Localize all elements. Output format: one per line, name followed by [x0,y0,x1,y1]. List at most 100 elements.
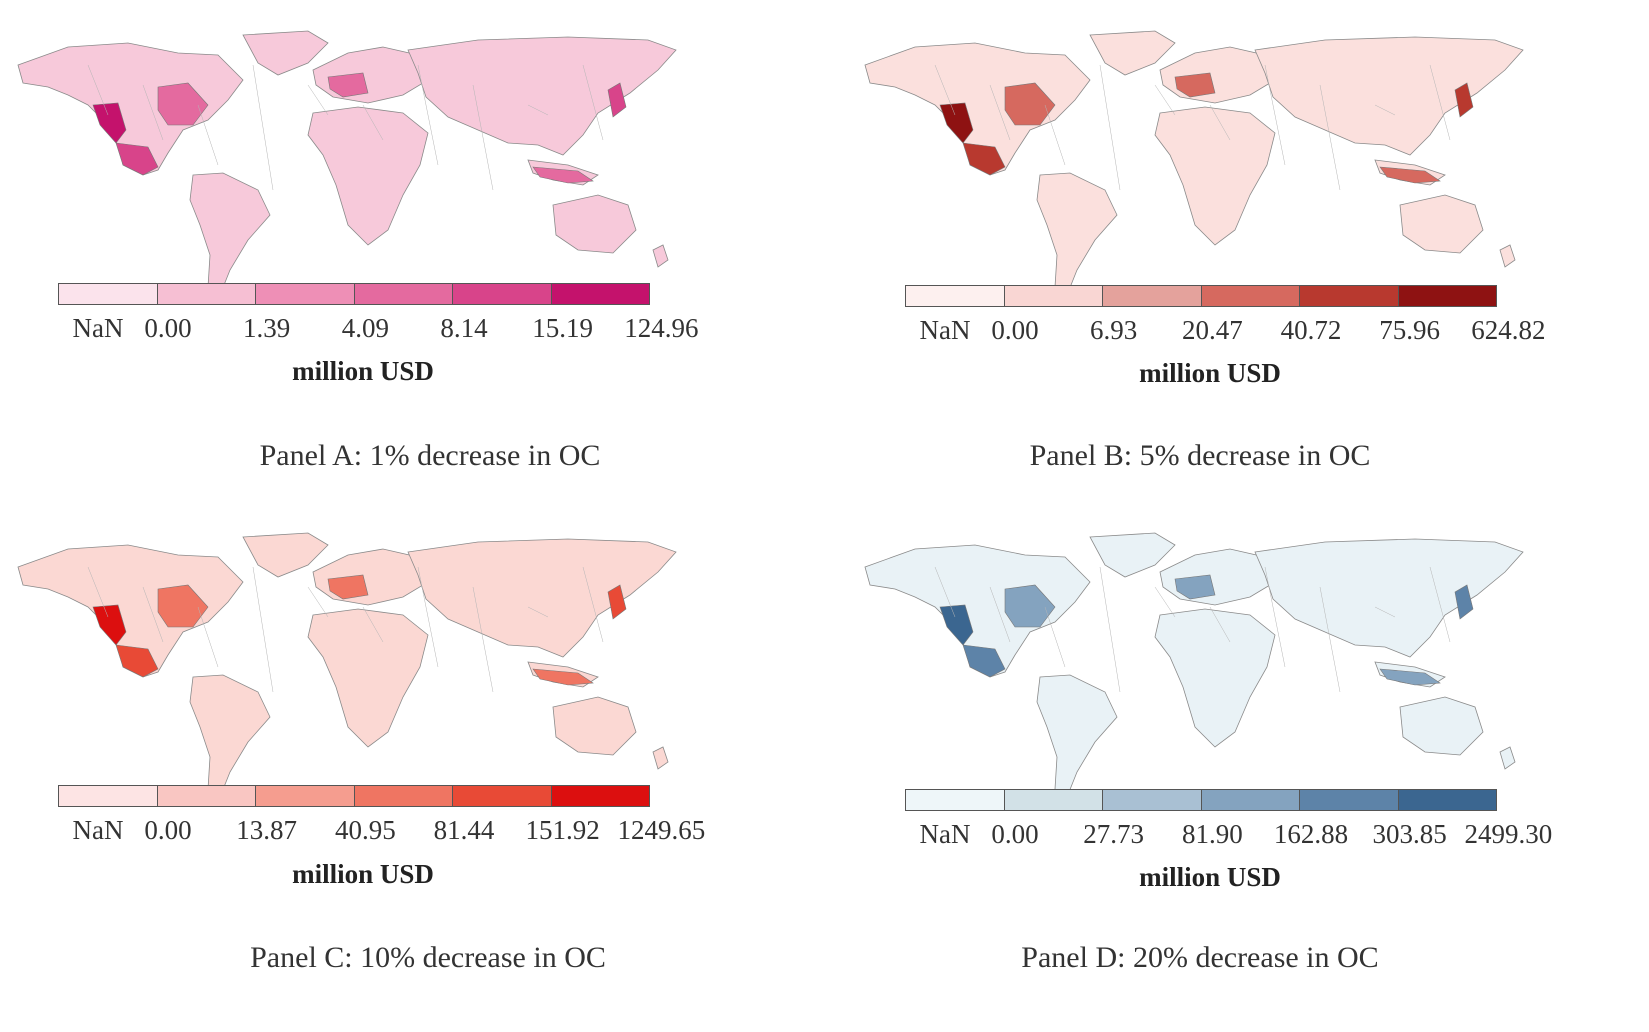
region-northAmerica [17,544,244,678]
legend-tick-label: 20.47 [1181,315,1243,345]
region-japan [1454,584,1474,620]
region-westEurope [327,72,369,98]
border-line [142,84,164,141]
unit-label-panel-c: million USD [292,859,434,889]
region-westEurope [327,574,369,600]
legend-swatch [906,790,1005,810]
region-usWest [92,604,127,646]
legend-tick-label: 0.00 [991,315,1039,345]
region-northAmerica [17,42,244,176]
legend-tick-label: 162.88 [1273,819,1349,849]
legend-bar-panel-a [58,283,650,305]
legend-tick-label: 75.96 [1379,315,1441,345]
world-map-panel-b [864,30,1524,296]
legend-swatch [354,786,453,806]
legend-swatch [157,284,256,304]
border-line [197,104,219,166]
panel-title-c: Panel C: 10% decrease in OC [250,941,606,974]
border-line [1209,104,1231,141]
legend-tick-label: 81.90 [1181,819,1243,849]
world-map-panel-c [17,532,677,798]
legend-tick-label: 303.85 [1372,819,1447,849]
region-australia [552,696,637,756]
region-mexico [962,644,1006,678]
legend-swatch [1398,790,1496,810]
legend-bar-panel-c [58,785,650,807]
border-line [1264,64,1286,166]
legend-tick-label: 13.87 [236,815,298,845]
region-usWest [92,102,127,144]
border-line [142,586,164,643]
region-asia [1254,538,1524,658]
legend-tick-label: 81.44 [433,815,495,845]
legend-swatch [1398,286,1496,306]
border-line [1429,566,1451,643]
legend-swatch [1201,286,1300,306]
border-line [934,64,956,116]
legend-tick-label: NaN [72,313,124,343]
unit-label-panel-b: million USD [1139,358,1281,388]
panel-title-b: Panel B: 5% decrease in OC [1029,439,1371,472]
region-usEast [157,584,209,628]
border-line [934,566,956,618]
legend-swatch [256,786,355,806]
legend-swatch [453,786,552,806]
border-line [989,586,1011,643]
legend-tick-label: 6.93 [1090,315,1138,345]
border-line [307,84,329,116]
border-line [989,84,1011,141]
border-line [252,64,274,191]
region-usWest [939,604,974,646]
region-nz [1499,244,1516,268]
region-northAmerica [864,544,1091,678]
legend-swatch [59,786,158,806]
legend-tick-label: 1249.65 [617,815,706,845]
legend-tick-label: 4.09 [341,313,389,343]
panel-b: NaN 0.00 6.93 20.47 40.72 75.96 624.82 million… [855,25,1615,525]
border-line [1429,64,1451,141]
border-line [1209,606,1231,643]
world-map-panel-a [17,30,677,296]
region-usEast [1004,82,1056,126]
border-line [472,586,494,693]
legend-tick-label: NaN [919,315,971,345]
region-westEurope [1174,72,1216,98]
border-line [362,104,384,141]
legend-swatch [551,786,649,806]
border-line [1154,84,1176,116]
region-westEurope [1174,574,1216,600]
border-line [472,84,494,191]
border-line [1099,64,1121,191]
region-usWest [939,102,974,144]
region-asia [1254,36,1524,156]
border-line [252,566,274,693]
legend-tick-label: 15.19 [532,313,594,343]
legend-tick-label: 2499.30 [1464,819,1553,849]
region-africa [307,608,429,748]
legend-tick-label: 8.14 [440,313,488,343]
border-line [1319,586,1341,693]
region-indonesia [532,668,594,686]
legend-tick-label: 624.82 [1471,315,1546,345]
legend-tick-label: 40.72 [1280,315,1342,345]
region-nz [652,746,669,770]
legend-tick-label: 0.00 [991,819,1039,849]
legend-swatch [1300,790,1399,810]
panel-title-d: Panel D: 20% decrease in OC [1021,941,1379,974]
region-australia [1399,696,1484,756]
legend-tick-label: NaN [919,819,971,849]
world-map-panel-d [864,532,1524,798]
legend-swatch [1300,286,1399,306]
panel-d: NaN 0.00 27.73 81.90 162.88 303.85 2499.30 mil… [855,527,1615,1027]
legend-swatch [453,284,552,304]
region-usEast [1004,584,1056,628]
region-asia [407,36,677,156]
border-line [417,566,439,668]
region-southAmerica [1036,674,1118,798]
region-southAmerica [189,674,271,798]
border-line [197,606,219,668]
border-line [417,64,439,166]
region-northAmerica [864,42,1091,176]
legend-swatch [1004,790,1103,810]
unit-label-panel-d: million USD [1139,862,1281,892]
